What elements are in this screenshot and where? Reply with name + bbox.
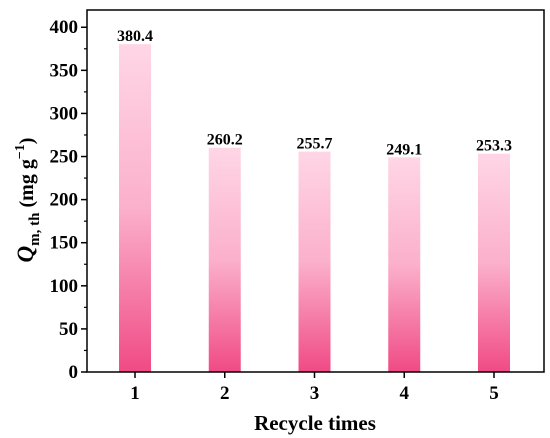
data-label-5: 253.3 <box>476 138 512 155</box>
x-tick-label: 4 <box>400 383 410 404</box>
y-tick-label: 100 <box>50 276 79 297</box>
y-tick-label: 200 <box>50 190 79 211</box>
y-axis-unit: (mg g <box>16 159 38 212</box>
y-axis-superscript: −1 <box>13 144 28 159</box>
x-tick-label: 5 <box>489 383 499 404</box>
y-tick-label: 350 <box>50 60 79 81</box>
bar-2 <box>208 147 241 372</box>
y-tick-label: 50 <box>59 319 78 340</box>
y-axis-title: Qm, th (mg g−1) <box>13 138 43 263</box>
axes-group <box>86 9 545 373</box>
y-tick-label: 250 <box>50 147 79 168</box>
bar-1 <box>119 44 151 372</box>
x-tick-label: 2 <box>220 383 230 404</box>
plot-frame <box>86 9 545 373</box>
bar-3 <box>298 151 331 372</box>
y-tick-label: 0 <box>69 362 79 383</box>
bar-4 <box>388 157 421 372</box>
data-label-3: 255.7 <box>297 136 333 153</box>
bar-5 <box>478 153 510 372</box>
data-label-4: 249.1 <box>386 141 422 158</box>
y-ticks-group: 0 50 100 150 200 250 300 350 400 <box>50 17 87 383</box>
data-label-2: 260.2 <box>207 132 243 149</box>
x-axis-title: Recycle times <box>254 411 376 435</box>
y-axis-unit-close: ) <box>16 138 38 145</box>
y-tick-label: 300 <box>50 103 79 124</box>
x-tick-label: 1 <box>130 383 140 404</box>
bars-group <box>119 44 510 372</box>
x-ticks-group: 1 2 3 4 5 <box>130 372 499 404</box>
data-label-1: 380.4 <box>117 28 153 45</box>
y-axis-subscript: m, th <box>27 212 43 246</box>
y-axis-symbol: Q <box>13 246 38 263</box>
data-labels-group: 380.4 260.2 255.7 249.1 253.3 <box>117 28 512 158</box>
y-tick-label: 400 <box>50 17 79 38</box>
x-tick-label: 3 <box>310 383 320 404</box>
y-tick-label: 150 <box>50 233 79 254</box>
